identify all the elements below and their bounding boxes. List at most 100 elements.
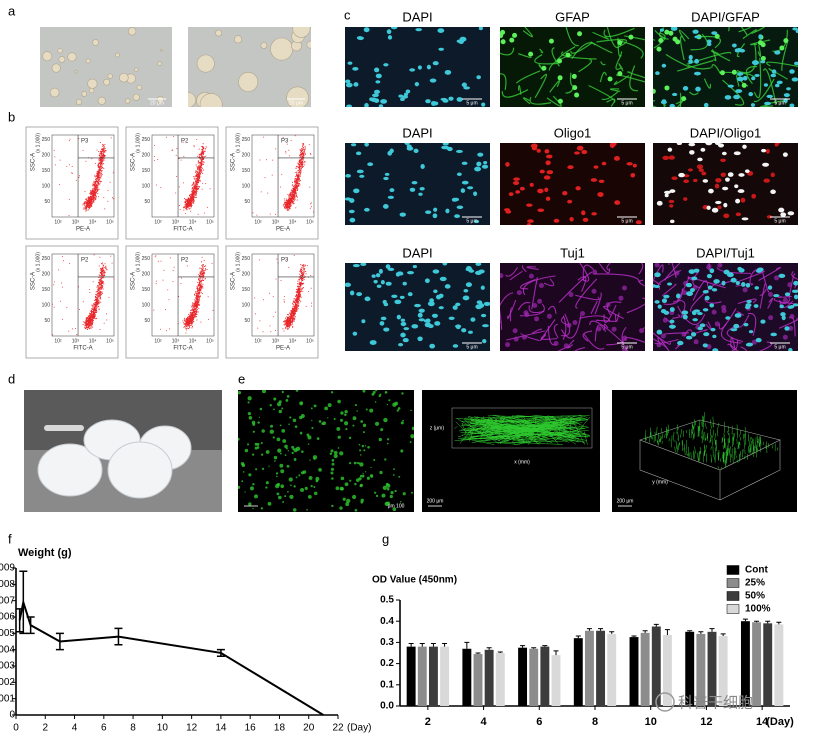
event-dot bbox=[200, 286, 202, 288]
event-dot bbox=[95, 291, 97, 293]
event-dot bbox=[190, 320, 193, 322]
event-dot bbox=[84, 208, 86, 210]
event-dot bbox=[187, 327, 189, 329]
nucleus bbox=[437, 28, 445, 33]
event-dot bbox=[104, 263, 106, 265]
event-dot bbox=[168, 299, 170, 301]
nucleus bbox=[544, 187, 549, 192]
event-dot bbox=[97, 303, 99, 305]
event-dot bbox=[290, 205, 292, 207]
event-dot bbox=[191, 309, 193, 311]
event-dot bbox=[302, 145, 304, 147]
event-dot bbox=[302, 279, 304, 282]
event-dot bbox=[153, 309, 155, 311]
event-dot bbox=[100, 282, 102, 284]
event-dot bbox=[199, 279, 201, 281]
event-dot bbox=[294, 200, 296, 202]
event-dot bbox=[308, 144, 310, 146]
event-dot bbox=[197, 170, 199, 172]
event-dot bbox=[293, 196, 295, 198]
nucleus bbox=[425, 210, 432, 214]
event-dot bbox=[294, 182, 296, 184]
event-dot bbox=[300, 159, 302, 162]
event-dot bbox=[297, 301, 299, 303]
nucleus bbox=[445, 208, 450, 214]
event-dot bbox=[299, 270, 301, 272]
event-dot bbox=[300, 164, 302, 166]
event-dot bbox=[190, 199, 192, 201]
image-background bbox=[40, 27, 172, 107]
event-dot bbox=[189, 205, 191, 207]
event-dot bbox=[298, 279, 300, 281]
event-dot bbox=[191, 304, 193, 306]
panel-label: a bbox=[8, 3, 16, 18]
event-dot bbox=[302, 143, 304, 145]
event-dot bbox=[93, 254, 95, 256]
event-dot bbox=[309, 203, 311, 205]
event-dot bbox=[303, 151, 305, 154]
event-dot bbox=[294, 312, 297, 315]
image-background bbox=[345, 27, 490, 107]
event-dot bbox=[189, 197, 191, 199]
event-dot bbox=[294, 197, 296, 199]
event-dot bbox=[98, 297, 100, 299]
event-dot bbox=[290, 195, 292, 197]
event-dot bbox=[186, 324, 188, 326]
event-dot bbox=[97, 173, 99, 175]
event-dot bbox=[99, 161, 101, 163]
event-dot bbox=[102, 285, 104, 287]
event-dot bbox=[186, 325, 188, 327]
event-dot bbox=[103, 151, 105, 153]
nucleus bbox=[655, 71, 660, 75]
event-dot bbox=[200, 290, 202, 292]
event-dot bbox=[301, 166, 303, 169]
event-dot bbox=[289, 155, 291, 157]
event-dot bbox=[195, 295, 197, 297]
event-dot bbox=[279, 186, 281, 188]
event-dot bbox=[193, 200, 195, 202]
event-dot bbox=[304, 152, 306, 154]
event-dot bbox=[293, 254, 295, 256]
event-dot bbox=[83, 207, 85, 209]
colony bbox=[107, 73, 113, 79]
event-dot bbox=[296, 195, 298, 197]
event-dot bbox=[285, 152, 287, 154]
event-dot bbox=[303, 148, 305, 150]
nucleus bbox=[581, 210, 586, 216]
event-dot bbox=[94, 183, 96, 185]
event-dot bbox=[88, 320, 90, 323]
event-dot bbox=[302, 155, 304, 157]
event-dot bbox=[93, 195, 95, 197]
event-dot bbox=[192, 186, 194, 189]
colony bbox=[128, 27, 137, 36]
panel-label: c bbox=[344, 7, 351, 22]
event-dot bbox=[94, 307, 96, 309]
event-dot bbox=[295, 304, 297, 306]
event-dot bbox=[201, 145, 203, 147]
event-dot bbox=[100, 287, 102, 289]
event-dot bbox=[263, 136, 265, 138]
panel-label: e bbox=[238, 371, 245, 386]
event-dot bbox=[290, 198, 292, 200]
event-dot bbox=[96, 172, 98, 174]
colony bbox=[57, 48, 63, 54]
event-dot bbox=[197, 311, 199, 313]
event-dot bbox=[291, 181, 294, 183]
event-dot bbox=[202, 169, 204, 171]
y-tick-label: 50 bbox=[144, 199, 150, 205]
event-dot bbox=[91, 311, 93, 313]
event-dot bbox=[193, 177, 195, 180]
event-dot bbox=[188, 195, 190, 197]
event-dot bbox=[301, 162, 303, 164]
event-dot bbox=[188, 320, 190, 322]
nucleus bbox=[419, 186, 425, 191]
nucleus bbox=[703, 102, 709, 107]
event-dot bbox=[59, 159, 61, 161]
nucleus bbox=[473, 191, 478, 197]
event-dot bbox=[88, 207, 90, 209]
event-dot bbox=[303, 267, 305, 269]
event-dot bbox=[203, 148, 205, 150]
y-tick-label: 100 bbox=[242, 302, 251, 308]
event-dot bbox=[202, 273, 204, 275]
